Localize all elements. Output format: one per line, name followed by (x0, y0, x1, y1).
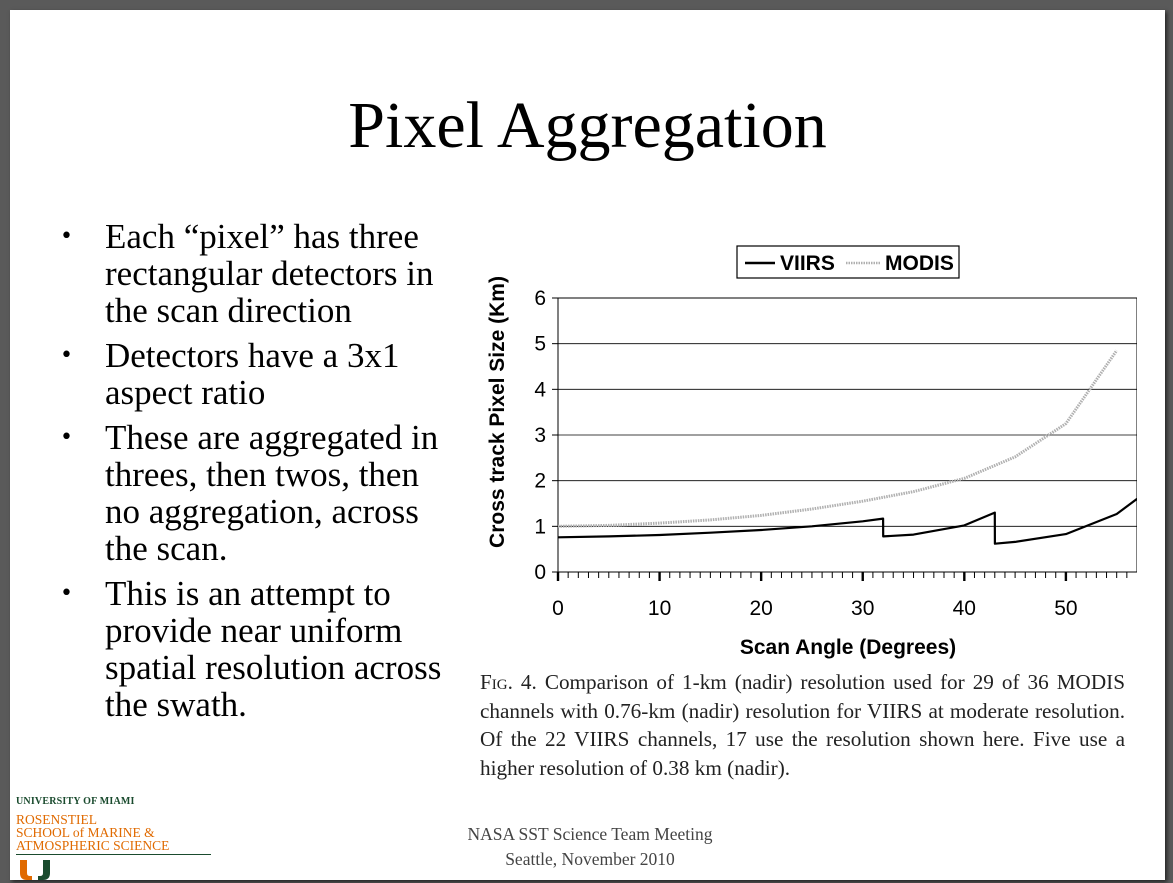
logo-school-line: SCHOOL of MARINE & (16, 825, 155, 840)
y-tick-label: 3 (534, 424, 546, 447)
x-axis-label: Scan Angle (Degrees) (740, 636, 956, 659)
bullet-list: • Each “pixel” has three rectangular dete… (58, 218, 453, 731)
logo-school-name: ROSENSTIEL SCHOOL of MARINE & ATMOSPHERI… (16, 812, 216, 853)
y-tick-label: 1 (534, 515, 546, 538)
bullet-item: • Each “pixel” has three rectangular dete… (58, 218, 453, 329)
logo-divider (16, 854, 211, 855)
y-tick-label: 6 (534, 287, 546, 310)
logo-school-line: ATMOSPHERIC SCIENCE (16, 838, 170, 853)
bullet-item: • These are aggregated in threes, then tw… (58, 419, 453, 567)
bullet-text: Detectors have a 3x1 aspect ratio (105, 336, 400, 412)
x-tick-label: 20 (749, 597, 772, 620)
figure-caption: Fig. 4. Comparison of 1-km (nadir) resol… (480, 668, 1125, 782)
x-tick-label: 50 (1054, 597, 1077, 620)
u-logo-icon (20, 860, 50, 880)
bullet-text: These are aggregated in threes, then two… (105, 418, 439, 568)
caption-figure-number: Fig. 4. (480, 670, 537, 694)
logo-university-name: UNIVERSITY OF MIAMI (16, 796, 135, 807)
x-tick-label: 40 (953, 597, 976, 620)
y-tick-label: 2 (534, 470, 546, 493)
footer-meeting: NASA SST Science Team Meeting (467, 824, 713, 844)
legend-label-viirs: VIIRS (780, 252, 835, 275)
slide: Pixel Aggregation • Each “pixel” has thre… (10, 10, 1165, 880)
chart-gridlines (558, 343, 1137, 527)
y-tick-label: 5 (534, 333, 546, 356)
bullet-icon: • (60, 343, 73, 368)
university-logo: UNIVERSITY OF MIAMI ROSENSTIEL SCHOOL of… (16, 796, 216, 880)
x-tick-label: 10 (648, 597, 671, 620)
bullet-icon: • (60, 425, 73, 450)
legend-label-modis: MODIS (885, 252, 954, 275)
series-line-viirs (557, 498, 1137, 545)
y-tick-label: 4 (534, 378, 546, 401)
logo-school-line: ROSENSTIEL (16, 812, 97, 827)
bullet-text: Each “pixel” has three rectangular detec… (105, 217, 434, 330)
bullet-text: This is an attempt to provide near unifo… (105, 574, 442, 724)
y-axis-label: Cross track Pixel Size (Km) (486, 276, 509, 548)
caption-text: Comparison of 1-km (nadir) resolution us… (480, 670, 1125, 780)
bullet-item: • Detectors have a 3x1 aspect ratio (58, 337, 453, 411)
y-tick-label: 0 (534, 561, 546, 584)
pixel-size-chart: 0 1 2 3 4 5 6 0 10 20 30 40 50 VIIRS MODIS Scan Angl… (486, 245, 1137, 659)
series-line-modis (557, 349, 1118, 528)
bullet-icon: • (60, 224, 73, 249)
x-tick-label: 0 (552, 597, 564, 620)
slide-footer: NASA SST Science Team Meeting Seattle, N… (450, 822, 730, 872)
bullet-item: • This is an attempt to provide near unif… (58, 575, 453, 723)
chart-axes: 0 1 2 3 4 5 6 0 10 20 30 40 50 (534, 287, 1128, 620)
chart-series-group (557, 349, 1137, 545)
x-tick-label: 30 (851, 597, 874, 620)
slide-title: Pixel Aggregation (348, 89, 827, 162)
footer-location-date: Seattle, November 2010 (505, 849, 675, 869)
chart-legend: VIIRS MODIS (736, 245, 960, 279)
bullet-icon: • (60, 581, 73, 606)
